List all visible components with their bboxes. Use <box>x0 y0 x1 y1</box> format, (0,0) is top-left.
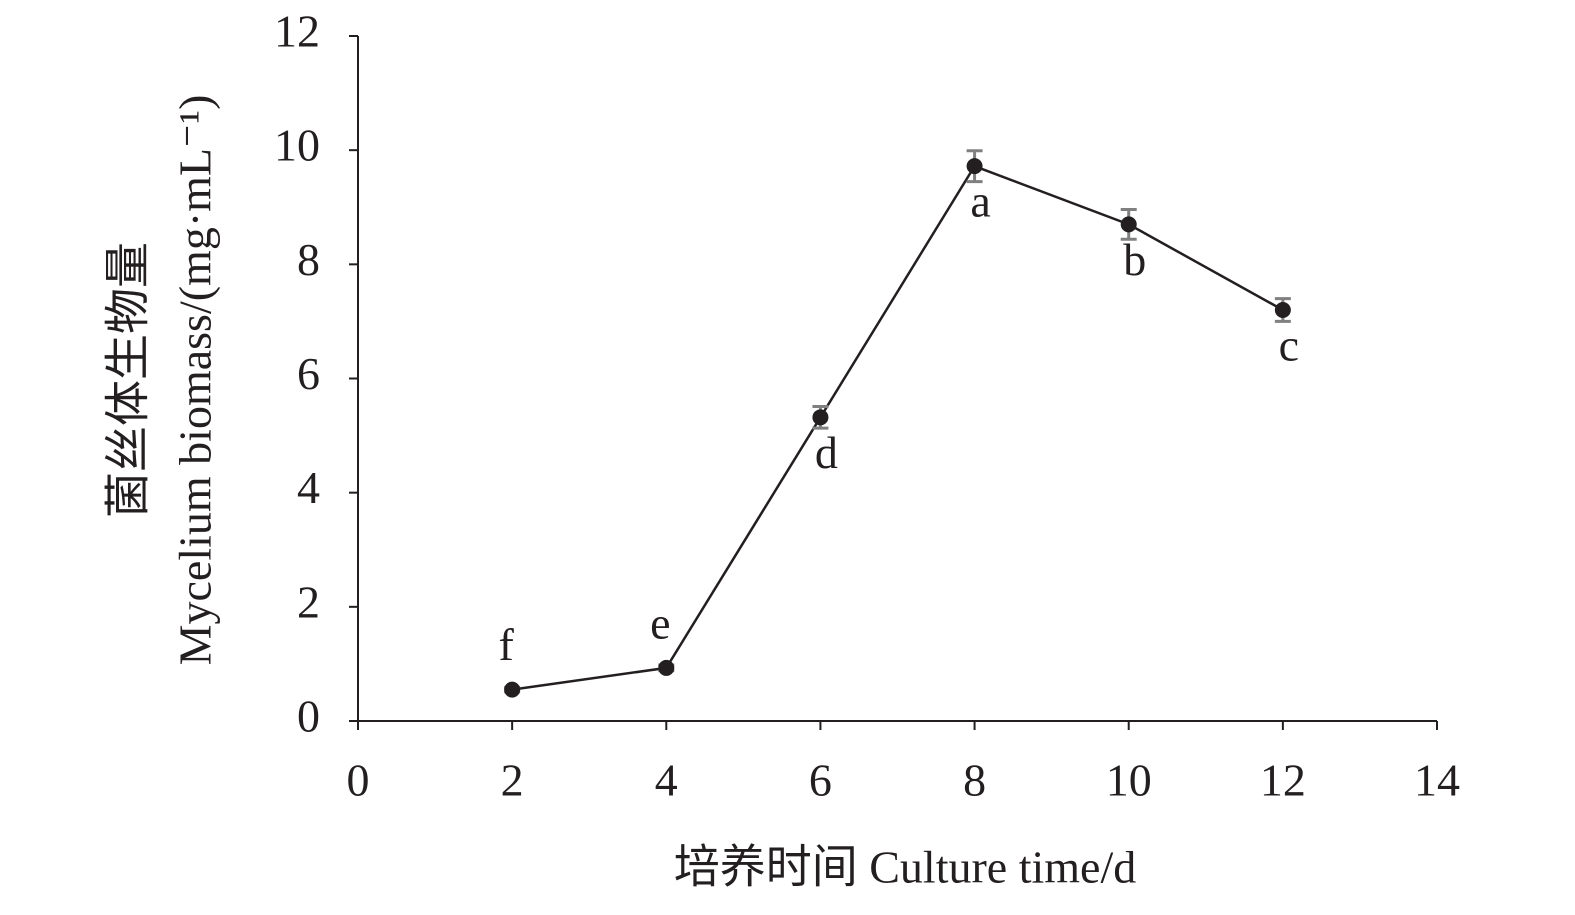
significance-label: b <box>1123 234 1146 285</box>
x-tick-label: 14 <box>1414 755 1460 806</box>
y-tick-label: 8 <box>297 234 320 285</box>
data-point <box>504 681 521 698</box>
data-point <box>658 659 675 676</box>
significance-label: d <box>815 427 838 478</box>
y-tick-label: 6 <box>297 348 320 399</box>
x-tick-label: 10 <box>1106 755 1152 806</box>
x-tick-label: 8 <box>963 755 986 806</box>
significance-label: f <box>498 619 514 670</box>
x-tick-label: 0 <box>347 755 370 806</box>
y-axis-title-cn: 菌丝体生物量 <box>103 242 154 518</box>
y-tick-label: 0 <box>297 691 320 742</box>
significance-label: c <box>1279 320 1299 371</box>
x-tick-label: 6 <box>809 755 832 806</box>
y-axis-title-en: Mycelium biomass/(mg·mL⁻¹) <box>170 95 221 666</box>
significance-label: a <box>970 176 990 227</box>
x-axis-title: 培养时间 Culture time/d <box>674 842 1137 893</box>
data-line <box>511 164 1284 691</box>
y-tick-label: 4 <box>297 462 320 513</box>
data-point <box>966 158 983 175</box>
significance-label: e <box>650 597 670 648</box>
y-tick-label: 2 <box>297 576 320 627</box>
data-point <box>812 409 829 426</box>
data-point <box>1274 302 1291 318</box>
y-tick-label: 10 <box>274 120 320 171</box>
data-point <box>1120 216 1137 233</box>
x-tick-label: 4 <box>655 755 678 806</box>
x-tick-label: 12 <box>1260 755 1306 806</box>
x-tick-label: 2 <box>501 755 524 806</box>
y-tick-label: 12 <box>274 6 320 57</box>
